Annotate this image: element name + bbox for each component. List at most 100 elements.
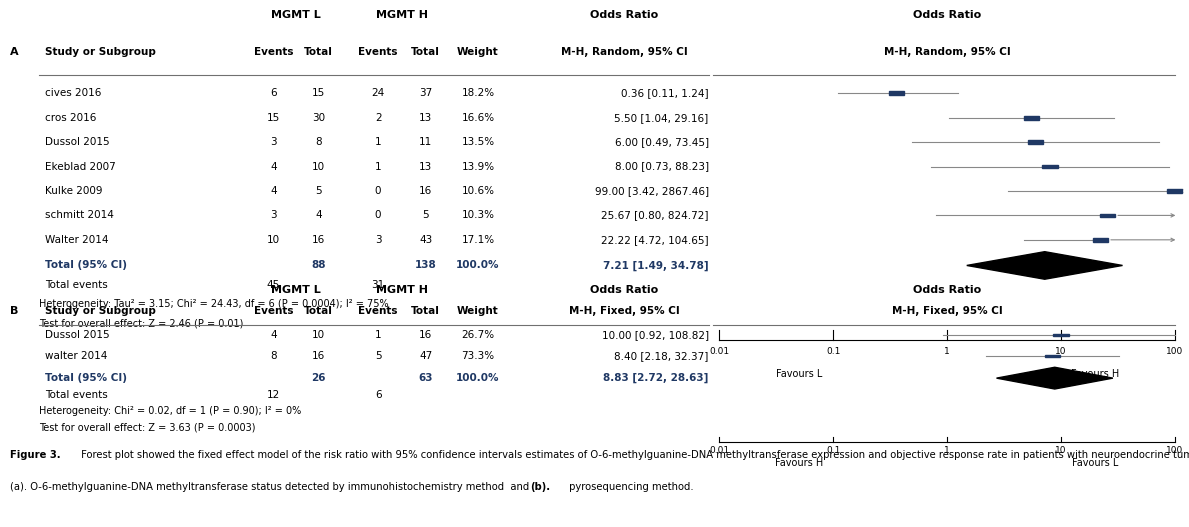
Text: 0.01: 0.01 bbox=[710, 347, 729, 356]
Text: 10.00 [0.92, 108.82]: 10.00 [0.92, 108.82] bbox=[602, 330, 709, 340]
Text: 63: 63 bbox=[419, 373, 433, 383]
Text: 13.9%: 13.9% bbox=[461, 162, 495, 172]
Text: 1: 1 bbox=[375, 137, 382, 147]
Text: 8.83 [2.72, 28.63]: 8.83 [2.72, 28.63] bbox=[603, 373, 709, 383]
Text: Total events: Total events bbox=[45, 280, 108, 290]
Text: 3: 3 bbox=[270, 210, 277, 220]
Text: 18.2%: 18.2% bbox=[461, 89, 495, 99]
Text: 2: 2 bbox=[375, 113, 382, 123]
Text: 6: 6 bbox=[270, 89, 277, 99]
Text: B: B bbox=[10, 306, 18, 316]
Polygon shape bbox=[967, 252, 1122, 279]
Text: 5: 5 bbox=[422, 210, 429, 220]
Bar bbox=[889, 92, 905, 95]
Text: 16.6%: 16.6% bbox=[461, 113, 495, 123]
Text: 73.3%: 73.3% bbox=[461, 351, 495, 361]
Text: M-H, Fixed, 95% CI: M-H, Fixed, 95% CI bbox=[892, 306, 1002, 316]
Text: Favours H: Favours H bbox=[775, 458, 823, 468]
Text: Weight: Weight bbox=[457, 47, 499, 57]
Text: Favours L: Favours L bbox=[775, 369, 822, 379]
Text: 12: 12 bbox=[266, 390, 281, 400]
Text: (a). O-6-methylguanine-DNA methyltransferase status detected by immunohistochemi: (a). O-6-methylguanine-DNA methyltransfe… bbox=[10, 482, 531, 492]
Text: 5: 5 bbox=[315, 186, 322, 196]
Text: cives 2016: cives 2016 bbox=[45, 89, 101, 99]
Text: 99.00 [3.42, 2867.46]: 99.00 [3.42, 2867.46] bbox=[594, 186, 709, 196]
Text: walter 2014: walter 2014 bbox=[45, 351, 107, 361]
Text: 8: 8 bbox=[270, 351, 277, 361]
Text: Odds Ratio: Odds Ratio bbox=[590, 286, 659, 296]
Text: 4: 4 bbox=[270, 162, 277, 172]
Text: Odds Ratio: Odds Ratio bbox=[913, 10, 981, 20]
Text: 47: 47 bbox=[419, 351, 433, 361]
Text: MGMT H: MGMT H bbox=[376, 286, 428, 296]
Text: (b).: (b). bbox=[530, 482, 551, 492]
Text: M-H, Random, 95% CI: M-H, Random, 95% CI bbox=[561, 47, 687, 57]
Text: 0.1: 0.1 bbox=[826, 446, 841, 455]
Text: 10.3%: 10.3% bbox=[461, 210, 495, 220]
Text: Test for overall effect: Z = 2.46 (P = 0.01): Test for overall effect: Z = 2.46 (P = 0… bbox=[39, 318, 244, 328]
Text: 25.67 [0.80, 824.72]: 25.67 [0.80, 824.72] bbox=[602, 210, 709, 220]
Text: Test for overall effect: Z = 3.63 (P = 0.0003): Test for overall effect: Z = 3.63 (P = 0… bbox=[39, 423, 256, 433]
Text: Study or Subgroup: Study or Subgroup bbox=[45, 47, 156, 57]
Text: MGMT L: MGMT L bbox=[271, 286, 321, 296]
Text: Heterogeneity: Chi² = 0.02, df = 1 (P = 0.90); I² = 0%: Heterogeneity: Chi² = 0.02, df = 1 (P = … bbox=[39, 406, 302, 416]
Text: pyrosequencing method.: pyrosequencing method. bbox=[566, 482, 693, 492]
Bar bbox=[1044, 355, 1059, 357]
Text: 5: 5 bbox=[375, 351, 382, 361]
Text: Weight: Weight bbox=[457, 306, 499, 316]
Text: Ekeblad 2007: Ekeblad 2007 bbox=[45, 162, 117, 172]
Text: Dussol 2015: Dussol 2015 bbox=[45, 137, 109, 147]
Text: 17.1%: 17.1% bbox=[461, 235, 495, 245]
Text: 0: 0 bbox=[375, 186, 382, 196]
Text: Forest plot showed the fixed effect model of the risk ratio with 95% confidence : Forest plot showed the fixed effect mode… bbox=[78, 451, 1189, 461]
Text: 100.0%: 100.0% bbox=[457, 373, 499, 383]
Text: cros 2016: cros 2016 bbox=[45, 113, 96, 123]
Text: Total: Total bbox=[304, 47, 333, 57]
Text: 22.22 [4.72, 104.65]: 22.22 [4.72, 104.65] bbox=[600, 235, 709, 245]
Polygon shape bbox=[996, 367, 1113, 389]
Bar bbox=[1166, 189, 1182, 193]
Bar bbox=[1024, 116, 1039, 120]
Text: 13: 13 bbox=[419, 113, 433, 123]
Text: 16: 16 bbox=[419, 186, 433, 196]
Text: 31: 31 bbox=[371, 280, 385, 290]
Text: 138: 138 bbox=[415, 260, 436, 270]
Text: Study or Subgroup: Study or Subgroup bbox=[45, 306, 156, 316]
Text: Favours H: Favours H bbox=[1071, 369, 1119, 379]
Text: 15: 15 bbox=[266, 113, 281, 123]
Text: 100.0%: 100.0% bbox=[457, 260, 499, 270]
Bar bbox=[1042, 165, 1057, 169]
Text: 15: 15 bbox=[312, 89, 326, 99]
Bar bbox=[1028, 140, 1044, 144]
Text: schmitt 2014: schmitt 2014 bbox=[45, 210, 114, 220]
Text: 0: 0 bbox=[375, 210, 382, 220]
Text: 8: 8 bbox=[315, 137, 322, 147]
Text: 16: 16 bbox=[419, 330, 433, 340]
Text: Events: Events bbox=[253, 47, 294, 57]
Text: 10: 10 bbox=[1055, 446, 1067, 455]
Text: Favours L: Favours L bbox=[1072, 458, 1119, 468]
Text: 6: 6 bbox=[375, 390, 382, 400]
Text: 7.21 [1.49, 34.78]: 7.21 [1.49, 34.78] bbox=[603, 260, 709, 270]
Text: 30: 30 bbox=[312, 113, 326, 123]
Text: 10: 10 bbox=[1055, 347, 1067, 356]
Text: Total: Total bbox=[411, 306, 440, 316]
Text: Dussol 2015: Dussol 2015 bbox=[45, 330, 109, 340]
Bar bbox=[1053, 334, 1069, 336]
Text: 3: 3 bbox=[270, 137, 277, 147]
Text: 8.00 [0.73, 88.23]: 8.00 [0.73, 88.23] bbox=[615, 162, 709, 172]
Text: 1: 1 bbox=[375, 330, 382, 340]
Text: Odds Ratio: Odds Ratio bbox=[913, 286, 981, 296]
Text: Events: Events bbox=[358, 47, 398, 57]
Text: 13.5%: 13.5% bbox=[461, 137, 495, 147]
Text: 16: 16 bbox=[312, 351, 326, 361]
Text: 0.1: 0.1 bbox=[826, 347, 841, 356]
Text: 26: 26 bbox=[312, 373, 326, 383]
Text: 1: 1 bbox=[944, 347, 950, 356]
Text: 10: 10 bbox=[312, 162, 326, 172]
Text: 24: 24 bbox=[371, 89, 385, 99]
Text: 100: 100 bbox=[1166, 446, 1183, 455]
Text: 3: 3 bbox=[375, 235, 382, 245]
Text: 1: 1 bbox=[375, 162, 382, 172]
Text: 0.01: 0.01 bbox=[710, 446, 729, 455]
